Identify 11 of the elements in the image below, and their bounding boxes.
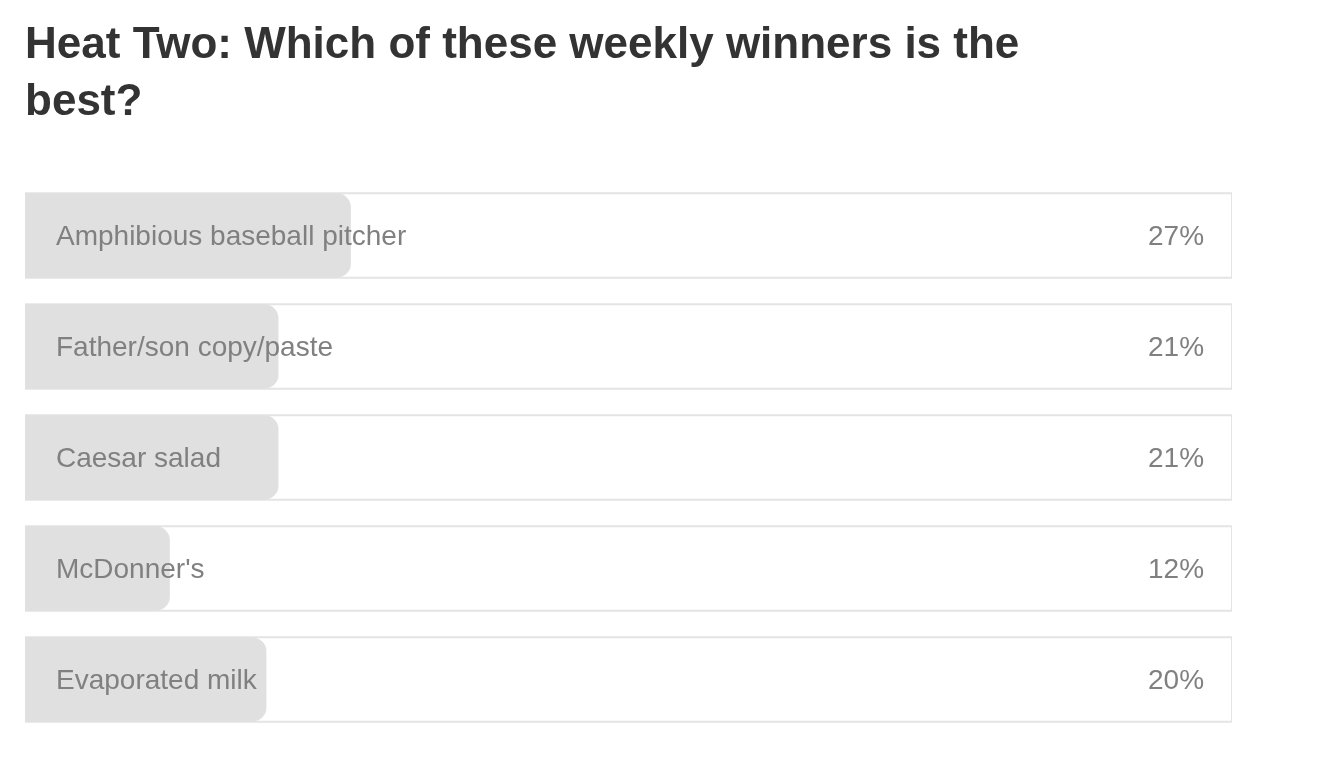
data-label: 21%	[1148, 331, 1205, 362]
y-tick-label: McDonner's	[56, 553, 205, 585]
data-label: 20%	[1148, 664, 1205, 695]
chart-title: Heat Two: Which of these weekly winners is the best?	[25, 17, 1020, 124]
y-tick-label: Father/son copy/paste	[56, 331, 334, 363]
data-label: 27%	[1148, 220, 1205, 251]
y-tick-label: Evaporated milk	[56, 664, 258, 696]
data-label: 12%	[1148, 553, 1205, 584]
data-label: 21%	[1148, 442, 1205, 473]
y-tick-label: Amphibious baseball pitcher	[56, 220, 407, 252]
y-tick-label: Caesar salad	[56, 442, 221, 474]
